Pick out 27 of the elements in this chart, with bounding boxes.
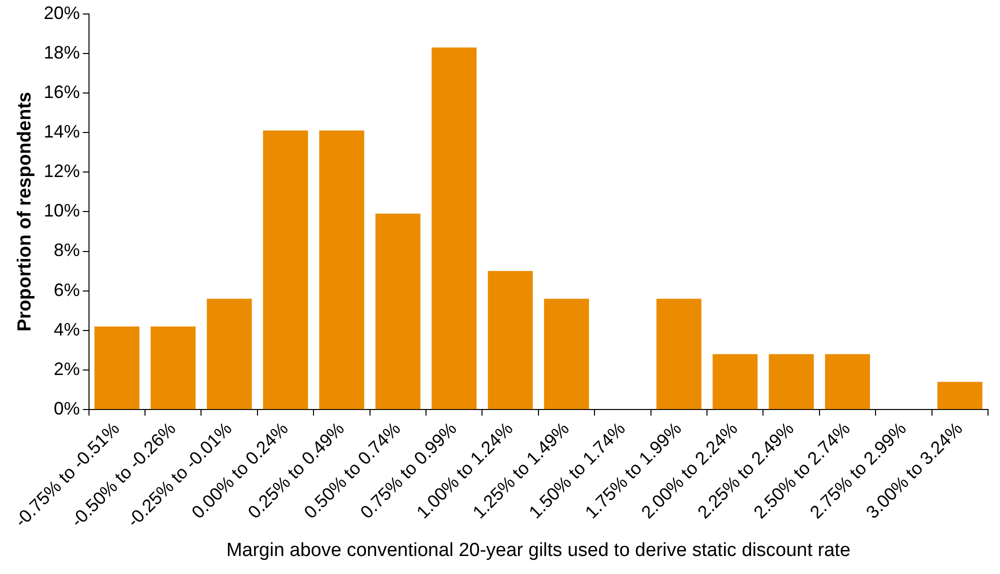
bar	[712, 354, 758, 410]
bar	[150, 326, 196, 410]
y-tick-label: 20%	[44, 2, 80, 23]
y-tick-label: 0%	[54, 398, 80, 419]
bar	[375, 214, 420, 410]
bar	[768, 354, 814, 410]
y-tick-label: 2%	[54, 358, 80, 379]
y-tick-label: 8%	[54, 240, 80, 260]
y-tick-label: 6%	[54, 280, 80, 300]
bar	[937, 382, 982, 410]
y-tick-label: 18%	[44, 42, 80, 62]
y-tick-label: 16%	[44, 82, 80, 102]
bar	[263, 130, 308, 410]
bar	[319, 130, 364, 410]
bar	[432, 47, 477, 410]
bar	[656, 298, 702, 410]
y-tick-label: 14%	[44, 122, 80, 142]
bar	[825, 354, 870, 410]
x-axis-title: Margin above conventional 20-year gilts used to derive static discount rate	[226, 540, 851, 561]
y-axis-title: Proportion of respondents	[14, 92, 36, 332]
bar	[94, 326, 140, 410]
y-tick-label: 4%	[54, 319, 80, 340]
y-tick-label: 10%	[44, 200, 80, 221]
bar	[488, 271, 533, 410]
bar	[544, 298, 589, 410]
y-tick-label: 12%	[44, 161, 80, 182]
bar	[206, 298, 252, 410]
